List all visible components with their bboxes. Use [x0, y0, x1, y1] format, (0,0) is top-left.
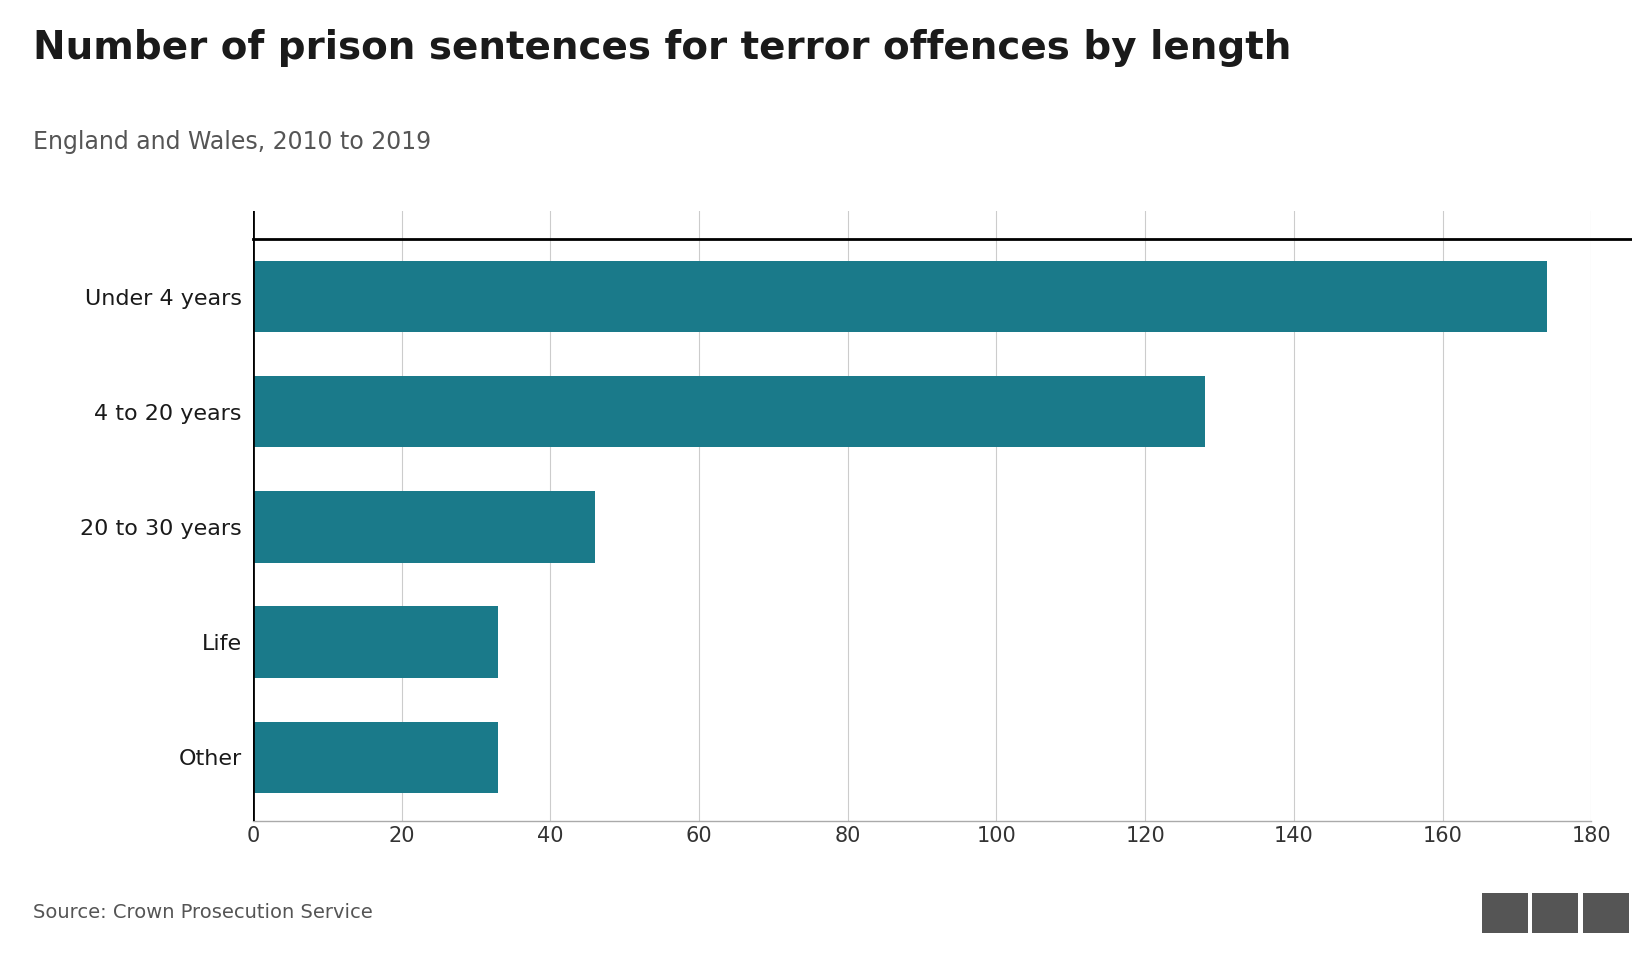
Text: Number of prison sentences for terror offences by length: Number of prison sentences for terror of… [33, 29, 1291, 67]
Text: B: B [1549, 904, 1562, 922]
Bar [253, 492, 596, 563]
Text: England and Wales, 2010 to 2019: England and Wales, 2010 to 2019 [33, 130, 431, 154]
Text: C: C [1599, 904, 1612, 922]
Bar [253, 607, 498, 678]
Text: B: B [1498, 904, 1511, 922]
Bar [253, 376, 1204, 447]
Bar [253, 261, 1547, 332]
Text: Source: Crown Prosecution Service: Source: Crown Prosecution Service [33, 902, 372, 922]
Bar [253, 722, 498, 793]
